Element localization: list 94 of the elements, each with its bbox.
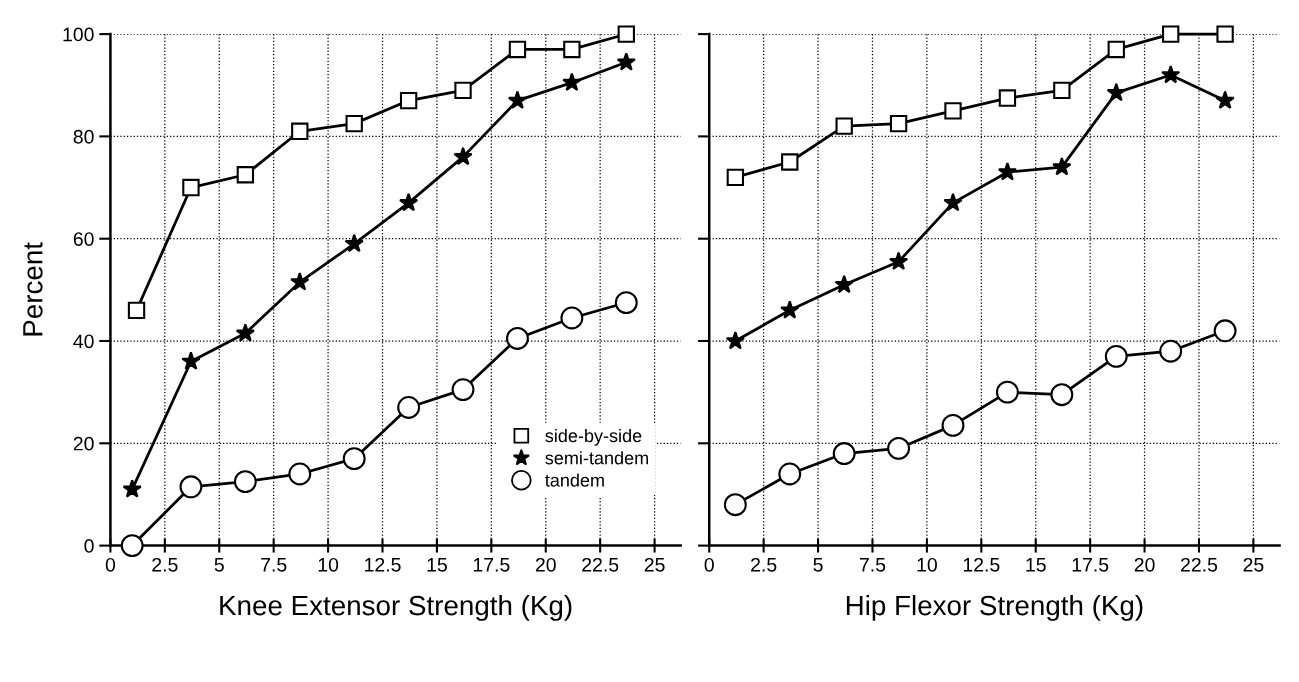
x-tick-label: 20 <box>535 557 556 572</box>
y-tick-label: 40 <box>73 334 94 349</box>
point <box>563 40 581 59</box>
point <box>1161 64 1181 84</box>
point <box>835 117 853 135</box>
y-axis-title: Percent <box>23 242 43 336</box>
point <box>398 192 419 212</box>
point <box>834 274 854 294</box>
x-tick-label: 0 <box>704 557 714 572</box>
point <box>725 330 745 350</box>
legend-label: side-by-side <box>545 428 642 446</box>
point <box>616 52 636 71</box>
point <box>120 534 144 558</box>
x-tick-label: 25 <box>1243 557 1264 572</box>
point <box>1216 25 1234 43</box>
y-tick-label: 20 <box>73 436 94 451</box>
x-tick-label: 20 <box>1134 557 1155 572</box>
point <box>508 40 527 59</box>
x-tick-label: 2.5 <box>152 557 178 572</box>
x-tick-label: 7.5 <box>261 558 287 572</box>
point <box>233 470 257 494</box>
point <box>507 90 528 109</box>
x-tick-label: 15 <box>1026 558 1046 572</box>
point <box>1104 344 1128 368</box>
x-tick-label: 0 <box>105 557 116 572</box>
point <box>235 323 255 342</box>
y-tick-label: 60 <box>73 232 94 246</box>
point <box>1053 81 1071 100</box>
point <box>562 72 582 92</box>
point <box>1106 82 1126 102</box>
point <box>888 251 909 271</box>
point <box>1159 339 1183 363</box>
point <box>614 291 638 315</box>
legend-label: semi-tandem <box>545 451 648 465</box>
point <box>1050 383 1074 407</box>
x-tick-label: 15 <box>427 558 447 572</box>
point <box>454 81 472 100</box>
point <box>182 178 200 197</box>
point <box>780 300 800 319</box>
point <box>832 442 856 465</box>
x-tick-label: 12.5 <box>963 557 1000 572</box>
x-tick-label: 10 <box>318 557 339 572</box>
point <box>291 122 309 140</box>
x-axis-title: Knee Extensor Strength (Kg) <box>220 594 572 621</box>
point <box>344 233 364 253</box>
y-tick-label: 80 <box>73 129 94 144</box>
point <box>781 153 799 171</box>
point <box>506 326 529 350</box>
point <box>726 168 745 186</box>
x-axis-title: Hip Flexor Strength (Kg) <box>846 594 1143 621</box>
point <box>560 306 584 330</box>
point <box>399 91 418 110</box>
point <box>1052 157 1072 176</box>
point <box>122 479 142 498</box>
y-tick-label: 0 <box>84 539 94 553</box>
point <box>1215 90 1235 109</box>
point <box>617 25 635 43</box>
x-tick-label: 12.5 <box>365 557 401 572</box>
point <box>127 301 146 319</box>
x-tick-label: 22.5 <box>582 557 619 572</box>
point <box>943 192 963 212</box>
y-tick-label: 100 <box>63 27 94 42</box>
x-tick-label: 5 <box>813 558 823 572</box>
point <box>723 493 747 517</box>
point <box>288 462 312 486</box>
point <box>997 162 1018 181</box>
point <box>342 447 366 471</box>
x-tick-label: 22.5 <box>1181 557 1218 572</box>
legend-label: tandem <box>545 473 604 487</box>
point <box>179 475 203 499</box>
point <box>1162 25 1180 43</box>
point <box>887 436 911 460</box>
point <box>998 89 1017 107</box>
point <box>397 396 421 419</box>
point <box>453 146 473 166</box>
point <box>778 462 802 486</box>
point <box>995 380 1019 404</box>
x-tick-label: 5 <box>214 558 224 572</box>
x-tick-label: 2.5 <box>751 557 777 572</box>
x-tick-label: 10 <box>917 557 937 572</box>
point <box>181 351 201 370</box>
point <box>451 378 475 402</box>
x-tick-label: 17.5 <box>473 558 510 572</box>
point <box>944 102 962 120</box>
x-tick-label: 7.5 <box>859 558 886 572</box>
point <box>290 272 310 291</box>
point <box>941 413 965 437</box>
x-tick-label: 17.5 <box>1072 558 1109 572</box>
point <box>1107 40 1125 59</box>
x-tick-label: 25 <box>644 557 665 572</box>
point <box>236 166 255 184</box>
point <box>1213 319 1237 343</box>
point <box>889 114 908 133</box>
point <box>345 114 363 133</box>
